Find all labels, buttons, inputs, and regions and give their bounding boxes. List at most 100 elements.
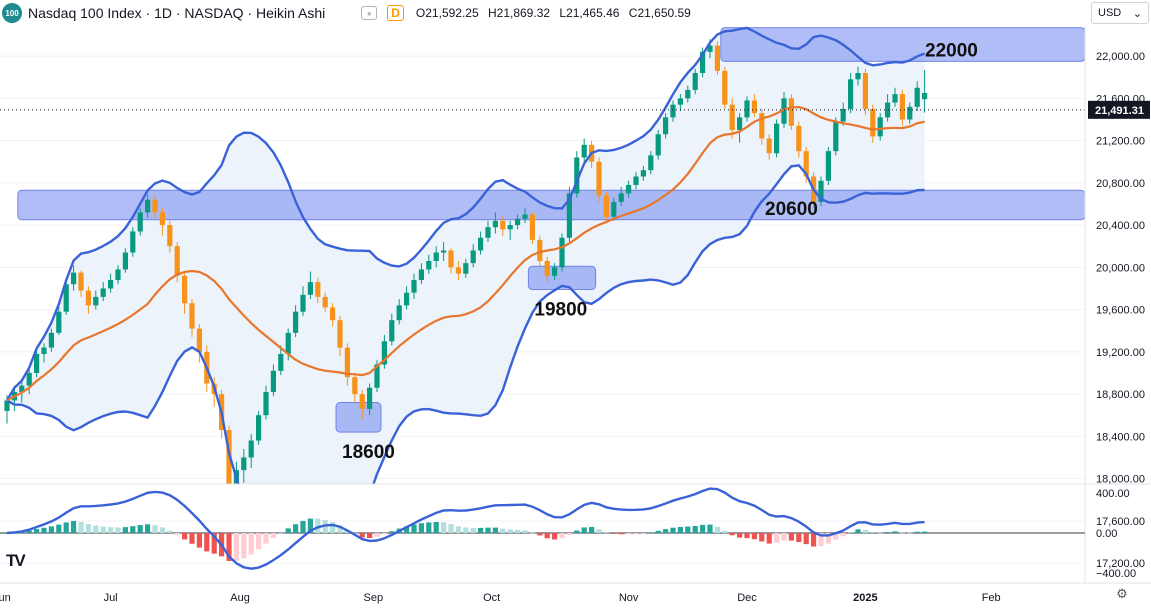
support-zone-18600 <box>335 402 382 433</box>
symbol-logo-icon: 100 <box>2 3 22 23</box>
macd-hist-bar <box>485 527 491 533</box>
candle-body <box>700 51 706 73</box>
time-tick-label: Jun <box>0 592 11 604</box>
time-tick-label: Jul <box>104 592 118 604</box>
macd-hist-bar <box>455 526 461 533</box>
candle <box>581 138 587 164</box>
ohlc-values: O21,592.25 H21,869.32 L21,465.46 C21,650… <box>416 6 697 20</box>
candle-body <box>848 79 854 109</box>
macd-hist-bar <box>470 527 476 533</box>
candle-body <box>751 100 757 114</box>
macd-hist-bar <box>663 529 669 533</box>
candle <box>485 220 491 242</box>
price-tick-label: 22,000.00 <box>1096 51 1145 63</box>
candle <box>774 119 780 158</box>
interval-badge[interactable]: D <box>387 5 404 21</box>
open-value: O21,592.25 <box>415 6 479 20</box>
candle-body <box>633 176 639 185</box>
candle-body <box>840 108 846 122</box>
candle-body <box>692 72 698 90</box>
candle <box>263 385 269 420</box>
candle-body <box>744 100 750 118</box>
tradingview-logo-icon[interactable]: TV <box>6 551 26 570</box>
candle-body <box>529 214 535 240</box>
macd-hist-bar <box>270 533 276 538</box>
candle-body <box>899 94 905 120</box>
candle <box>611 197 617 221</box>
macd-hist-bar <box>34 528 40 533</box>
price-tick-label: 20,000.00 <box>1096 262 1145 274</box>
candle <box>145 194 151 218</box>
macd-hist-bar <box>515 529 521 533</box>
candle <box>433 246 439 268</box>
candle <box>833 117 839 156</box>
candle <box>256 410 262 445</box>
time-tick-label: Feb <box>982 592 1001 604</box>
currency-select[interactable]: USD ⌄ <box>1091 2 1149 24</box>
macd-hist-bar <box>922 531 928 533</box>
macd-hist-bar <box>766 533 772 544</box>
candle <box>818 176 824 207</box>
high-value: H21,869.32 <box>487 6 551 20</box>
candle <box>626 180 632 198</box>
candle-body <box>737 117 743 131</box>
macd-hist-bar <box>692 525 698 533</box>
macd-hist-bar <box>774 533 780 543</box>
macd-hist-bar <box>56 524 62 533</box>
candle <box>478 231 484 255</box>
candle <box>418 263 424 285</box>
eye-icon[interactable]: ● <box>361 6 378 20</box>
macd-hist-bar <box>507 529 513 533</box>
macd-hist-bar <box>781 533 787 541</box>
bollinger-fill <box>7 27 925 484</box>
candle <box>729 98 735 139</box>
candle-body <box>41 347 47 354</box>
chart-header: 100 Nasdaq 100 Index · 1D · NASDAQ · Hei… <box>0 3 697 23</box>
last-price-label: 21,491.31 <box>1095 105 1144 117</box>
candle-body <box>544 261 550 276</box>
candle <box>922 69 928 113</box>
candle-body <box>71 272 77 285</box>
macd-hist-bar <box>330 522 336 533</box>
candle <box>492 212 498 234</box>
candle-body <box>500 220 506 230</box>
macd-hist-bar <box>589 526 595 533</box>
candle <box>855 66 861 86</box>
candle <box>877 113 883 141</box>
candle <box>892 87 898 107</box>
candle-body <box>441 250 447 253</box>
price-axis: 17,200.00 17,600.00 18,000.00 18,400.00 18,8… <box>1088 51 1150 570</box>
symbol-title[interactable]: Nasdaq 100 Index · 1D · NASDAQ · Heikin … <box>28 5 326 21</box>
macd-hist-bar <box>655 530 661 533</box>
candle <box>507 220 513 240</box>
candle <box>426 254 432 274</box>
candle-body <box>411 280 417 293</box>
candle-body <box>877 117 883 137</box>
candle <box>825 146 831 185</box>
candle <box>315 277 321 304</box>
macd-hist-bar <box>137 525 143 533</box>
macd-hist-bar <box>729 533 735 536</box>
candle-body <box>182 275 188 304</box>
candle-body <box>389 320 395 342</box>
macd-hist-bar <box>359 533 365 538</box>
candle-body <box>278 353 284 371</box>
candle <box>307 271 313 300</box>
candle-body <box>470 250 476 264</box>
candle-body <box>774 123 780 154</box>
macd-hist-bar <box>737 533 743 538</box>
candle-body <box>418 269 424 281</box>
macd-hist-bar <box>367 533 373 539</box>
candle <box>751 94 757 118</box>
candle-body <box>766 138 772 154</box>
macd-hist-bar <box>433 522 439 533</box>
price-tick-label: 19,200.00 <box>1096 347 1145 359</box>
macd-hist-bar <box>122 527 128 533</box>
settings-gear-icon[interactable]: ⚙ <box>1116 586 1128 601</box>
candle-body <box>581 144 587 158</box>
macd-hist-bar <box>115 527 121 533</box>
macd-hist-bar <box>759 533 765 542</box>
macd-hist-bar <box>293 524 299 533</box>
